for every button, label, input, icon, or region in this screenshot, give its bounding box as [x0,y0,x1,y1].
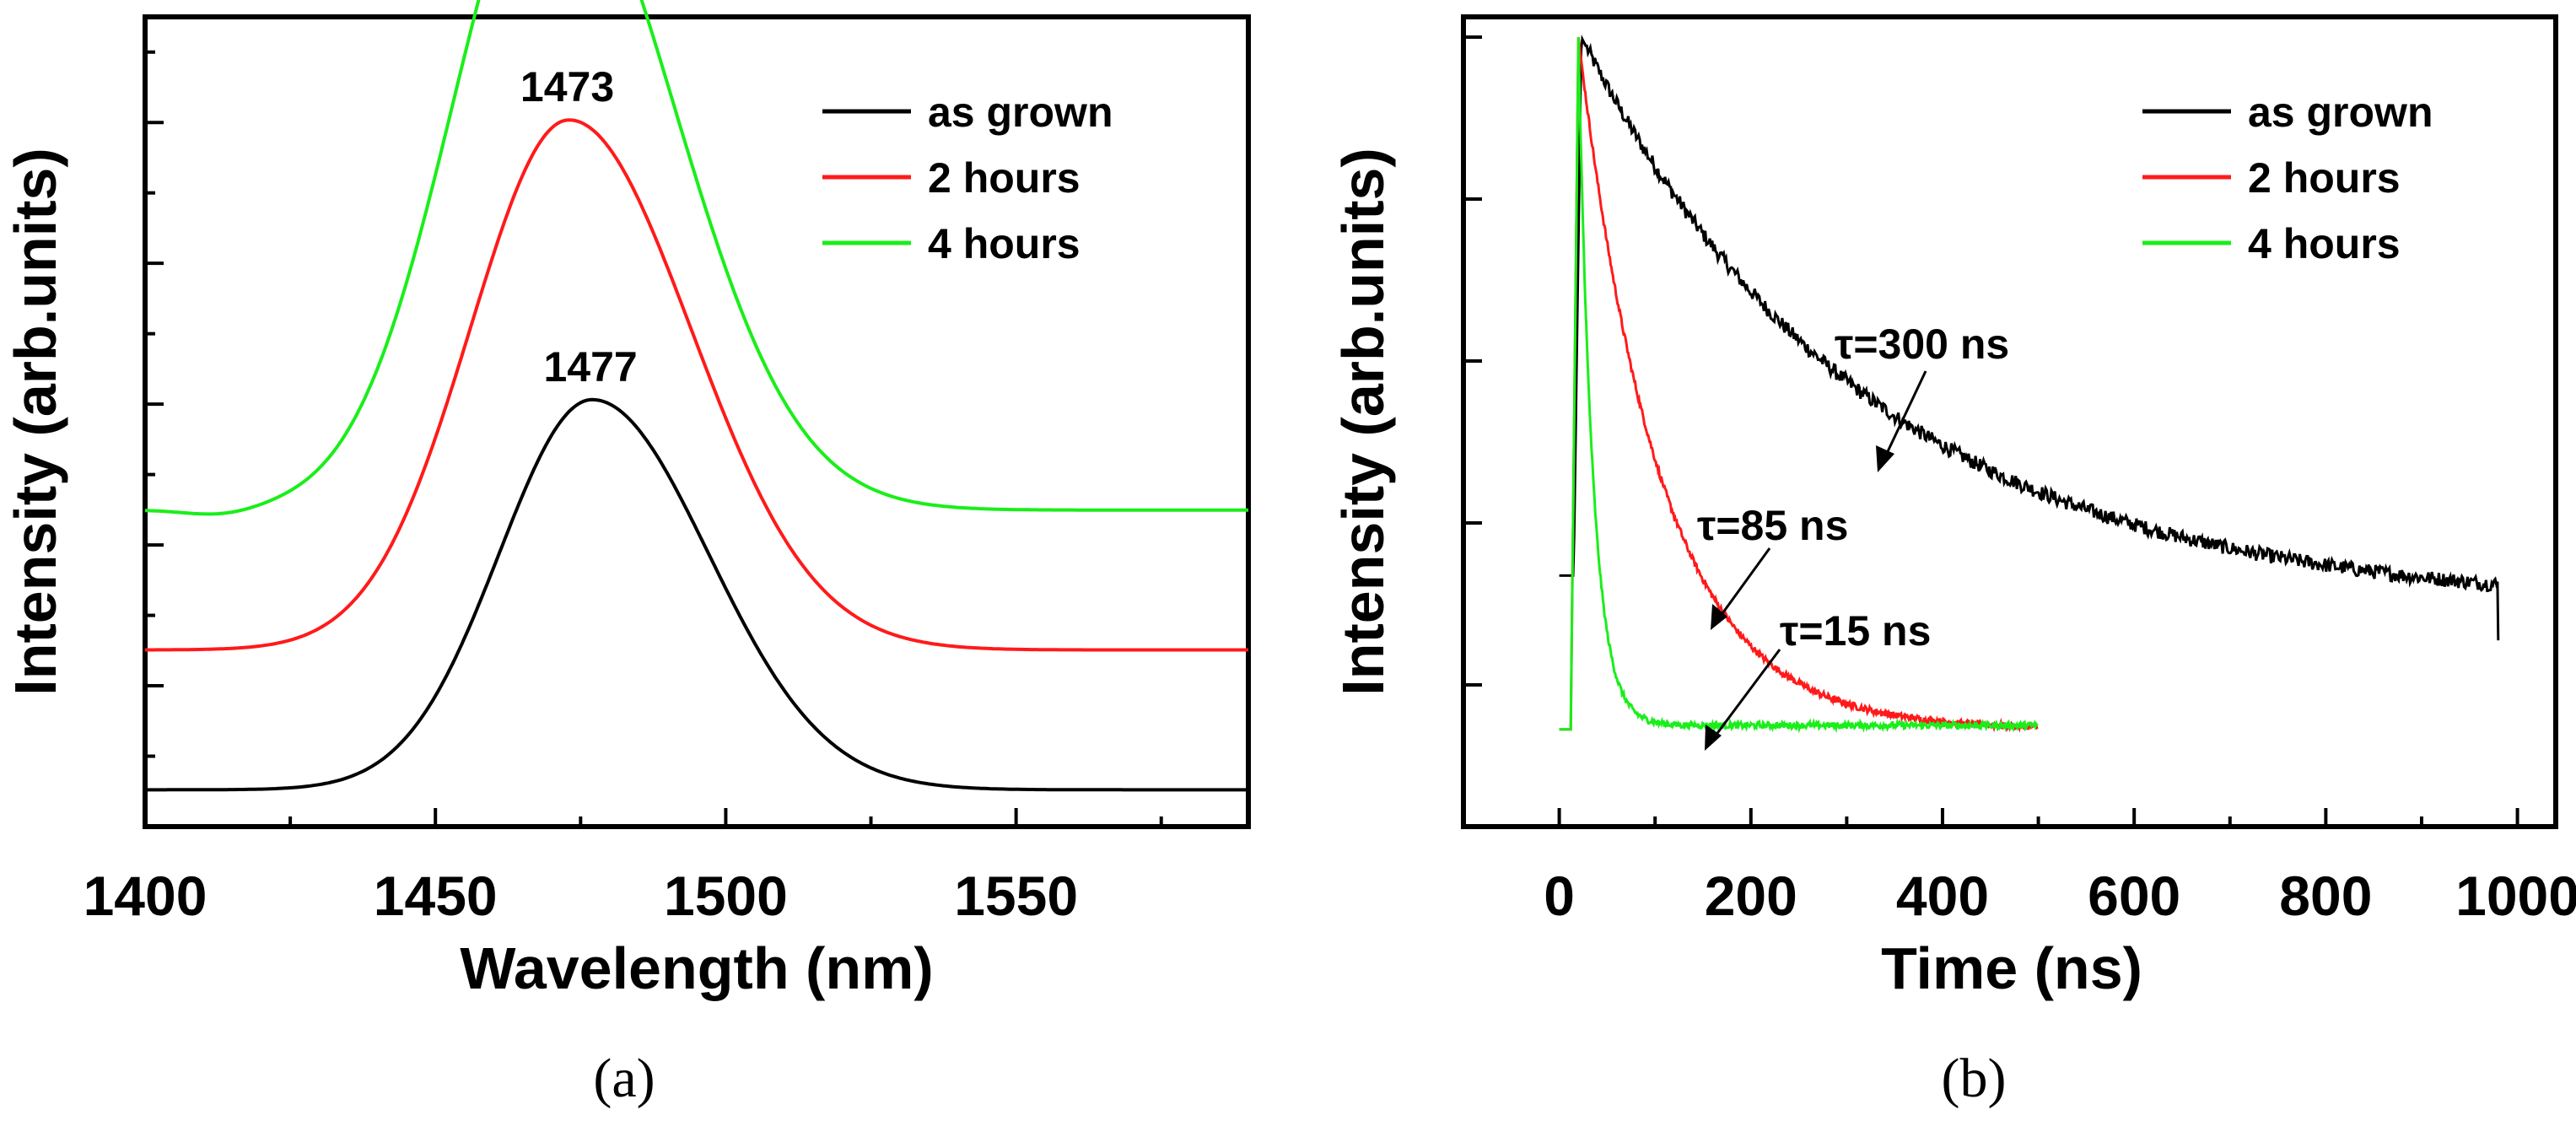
line-4-hours-b [1559,36,2039,734]
legend-label-as-grown: as grown [928,89,1113,136]
chart-a: 1477 1473 1470 1400 1450 1500 1550 Wavel… [3,0,1251,1109]
tau-arrow-4-hours [1709,649,1781,743]
line-4-hours-a [144,0,1248,516]
y-axis-title-b: Intensity (arb.units) [1330,148,1396,695]
legend-label-2-hours: 2 hours [928,154,1081,202]
x-tick-label-b: 1000 [2455,865,2576,927]
tau-arrowhead-as-grown [1876,445,1894,472]
x-tick-label-a: 1550 [954,865,1078,927]
x-tick-label-b: 0 [1544,865,1575,927]
legend-b: as grown 2 hours 4 hours [2142,89,2433,267]
tau-arrow-as-grown [1881,370,1927,463]
tau-label-as-grown: τ=300 ns [1835,321,2009,368]
legend-label-4-hours: 4 hours [928,220,1081,267]
tau-arrowhead-4-hours [1705,725,1722,751]
x-axis-title-b: Time (ns) [1881,935,2142,1001]
series-a [144,0,1248,792]
legend-label-as-grown: as grown [2248,89,2433,136]
tau-label-4-hours: τ=15 ns [1780,607,1931,655]
plot-frame-b [1461,14,2558,829]
series-b [1559,35,2500,734]
x-axis-title-a: Wavelength (nm) [460,935,933,1001]
peak-label-as-grown: 1477 [543,343,637,391]
peak-label-2-hours: 1473 [520,63,614,110]
ticks-a [143,50,1163,827]
caption-a: (a) [593,1048,655,1109]
x-tick-label-b: 200 [1705,865,1797,927]
x-tick-label-b: 600 [2088,865,2180,927]
tau-arrowhead-2-hours [1711,604,1727,630]
plot-frame-a [143,14,1251,829]
line-as-grown-a [145,397,1248,792]
caption-b: (b) [1942,1048,2007,1109]
legend-label-2-hours: 2 hours [2248,154,2401,202]
ticks-b [1462,35,2519,827]
x-tick-label-b: 400 [1896,865,1989,927]
legend-a: as grown 2 hours 4 hours [822,89,1113,267]
line-as-grown-b [1559,35,2500,641]
chart-b: τ=300 ns τ=85 ns τ=15 ns 0 200 400 600 8… [1330,14,2576,1109]
tau-label-2-hours: τ=85 ns [1697,502,1848,549]
x-tick-label-a: 1450 [374,865,498,927]
tau-arrow-2-hours [1715,547,1771,622]
legend-label-4-hours: 4 hours [2248,220,2401,267]
x-tick-label-b: 800 [2279,865,2372,927]
y-axis-title-a: Intensity (arb.units) [3,148,68,695]
x-tick-label-a: 1400 [84,865,207,927]
line-2-hours-a [145,118,1248,652]
x-tick-label-a: 1500 [664,865,788,927]
